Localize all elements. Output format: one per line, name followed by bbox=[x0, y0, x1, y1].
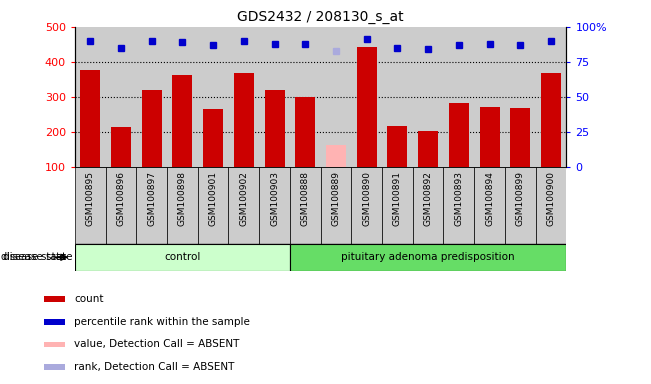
Bar bbox=[167, 27, 198, 167]
Bar bbox=[320, 27, 352, 167]
Bar bbox=[413, 27, 443, 167]
Bar bbox=[198, 27, 229, 167]
Bar bbox=[259, 27, 290, 167]
Bar bbox=[505, 27, 536, 167]
Text: GSM100888: GSM100888 bbox=[301, 171, 310, 226]
Bar bbox=[136, 167, 167, 244]
Bar bbox=[136, 27, 167, 167]
Text: GSM100897: GSM100897 bbox=[147, 171, 156, 226]
Text: control: control bbox=[164, 252, 201, 262]
Bar bbox=[505, 167, 536, 244]
Bar bbox=[320, 167, 352, 244]
Text: GSM100890: GSM100890 bbox=[362, 171, 371, 226]
Text: disease state: disease state bbox=[3, 252, 73, 262]
Text: GSM100898: GSM100898 bbox=[178, 171, 187, 226]
Bar bbox=[75, 167, 105, 244]
Bar bbox=[167, 167, 198, 244]
Bar bbox=[510, 108, 531, 167]
Text: GSM100902: GSM100902 bbox=[240, 171, 248, 226]
Text: count: count bbox=[74, 294, 104, 304]
Bar bbox=[229, 27, 259, 167]
Bar bbox=[382, 27, 413, 167]
Text: value, Detection Call = ABSENT: value, Detection Call = ABSENT bbox=[74, 339, 240, 349]
Bar bbox=[44, 296, 65, 302]
Bar bbox=[229, 167, 259, 244]
Bar bbox=[449, 103, 469, 167]
Text: GSM100896: GSM100896 bbox=[117, 171, 126, 226]
Bar bbox=[387, 126, 408, 167]
Bar bbox=[296, 97, 315, 167]
Bar bbox=[259, 167, 290, 244]
Bar bbox=[413, 167, 443, 244]
Bar bbox=[326, 145, 346, 167]
Bar bbox=[357, 47, 377, 167]
Bar bbox=[290, 167, 320, 244]
Text: GSM100901: GSM100901 bbox=[208, 171, 217, 226]
Bar bbox=[382, 167, 413, 244]
Text: pituitary adenoma predisposition: pituitary adenoma predisposition bbox=[341, 252, 515, 262]
Bar bbox=[44, 364, 65, 370]
Bar bbox=[234, 73, 254, 167]
Bar bbox=[474, 27, 505, 167]
Bar bbox=[105, 167, 136, 244]
Text: percentile rank within the sample: percentile rank within the sample bbox=[74, 317, 250, 327]
Bar bbox=[105, 27, 136, 167]
Bar bbox=[203, 109, 223, 167]
Bar bbox=[480, 107, 499, 167]
Bar bbox=[111, 127, 131, 167]
Text: GSM100889: GSM100889 bbox=[331, 171, 340, 226]
Bar bbox=[443, 167, 474, 244]
Bar bbox=[44, 341, 65, 347]
Text: GSM100893: GSM100893 bbox=[454, 171, 464, 226]
Bar bbox=[536, 27, 566, 167]
Bar bbox=[198, 167, 229, 244]
Bar bbox=[264, 90, 284, 167]
Bar bbox=[536, 167, 566, 244]
Bar bbox=[290, 27, 320, 167]
Text: GSM100895: GSM100895 bbox=[86, 171, 95, 226]
Text: GSM100900: GSM100900 bbox=[546, 171, 555, 226]
Text: GSM100903: GSM100903 bbox=[270, 171, 279, 226]
Bar bbox=[352, 167, 382, 244]
Bar bbox=[290, 244, 566, 271]
Text: disease state: disease state bbox=[1, 252, 66, 262]
Title: GDS2432 / 208130_s_at: GDS2432 / 208130_s_at bbox=[238, 10, 404, 25]
Bar bbox=[142, 90, 161, 167]
Bar bbox=[352, 27, 382, 167]
Bar bbox=[44, 319, 65, 324]
Text: rank, Detection Call = ABSENT: rank, Detection Call = ABSENT bbox=[74, 362, 234, 372]
Bar bbox=[418, 131, 438, 167]
Text: GSM100899: GSM100899 bbox=[516, 171, 525, 226]
Bar bbox=[75, 27, 105, 167]
Bar bbox=[75, 244, 290, 271]
Bar bbox=[541, 73, 561, 167]
Bar bbox=[80, 70, 100, 167]
Bar bbox=[443, 27, 474, 167]
Text: GSM100894: GSM100894 bbox=[485, 171, 494, 226]
Text: GSM100892: GSM100892 bbox=[424, 171, 433, 226]
Bar bbox=[474, 167, 505, 244]
Text: GSM100891: GSM100891 bbox=[393, 171, 402, 226]
Bar bbox=[173, 75, 192, 167]
